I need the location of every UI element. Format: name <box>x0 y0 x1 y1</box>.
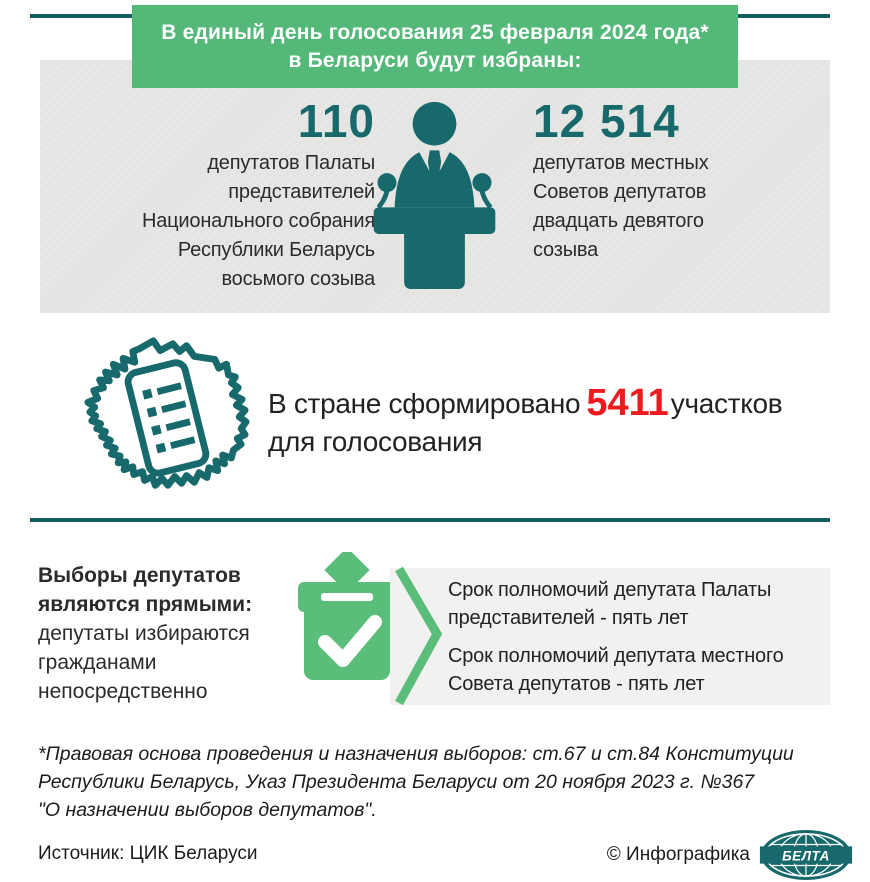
term-item-house: Срок полномочий депутата Палаты представ… <box>448 578 772 629</box>
direct-line2: гражданами <box>38 651 157 674</box>
precincts-statement: В стране сформировано 5411участков для го… <box>268 382 783 461</box>
local-deputies-stat: 12 514 депутатов местных Советов депутат… <box>533 96 793 265</box>
precincts-line1: В стране сформировано 5411участков <box>268 382 783 424</box>
footnote-line3: "О назначении выборов депутатов". <box>38 799 377 821</box>
header-line2: в Беларуси будут избраны: <box>288 48 582 72</box>
direct-line3: непосредственно <box>38 680 208 703</box>
precincts-text-before: В стране сформировано <box>268 388 581 419</box>
header-banner: В единый день голосования 25 февраля 202… <box>132 5 738 88</box>
elected-stats-panel: 110 депутатов Палаты представителей Наци… <box>40 60 830 313</box>
precincts-count: 5411 <box>586 382 669 424</box>
direct-line1: депутаты избираются <box>38 622 250 645</box>
ballot-box-check-icon <box>291 552 403 684</box>
term-lengths-panel: Срок полномочий депутата Палаты представ… <box>390 568 830 705</box>
chevron-right-icon <box>392 564 444 708</box>
footnote-line1: *Правовая основа проведения и назначения… <box>38 743 794 765</box>
house-deputies-stat: 110 депутатов Палаты представителей Наци… <box>75 96 375 294</box>
footer-credit-group: © Инфографика БЕЛТА <box>607 828 854 882</box>
source-label: Источник: ЦИК Беларуси <box>38 843 258 864</box>
belta-logo-text: БЕЛТА <box>782 848 830 863</box>
credit-label: © Инфографика <box>606 844 750 865</box>
house-deputies-description: депутатов Палаты представителей Национал… <box>142 152 375 290</box>
legal-footnote: *Правовая основа проведения и назначения… <box>38 740 794 824</box>
footnote-line2: Республики Беларусь, Указ Президента Бел… <box>38 771 755 793</box>
belta-globe-logo: БЕЛТА <box>758 828 854 882</box>
term-item-local: Срок полномочий депутата местного Совета… <box>448 644 784 695</box>
direct-bold-line2: являются прямыми: <box>38 593 253 616</box>
header-line1: В единый день голосования 25 февраля 202… <box>161 20 709 44</box>
local-deputies-count: 12 514 <box>533 95 680 147</box>
belarus-map-ballot-icon <box>78 333 254 497</box>
precincts-text-after: участков <box>670 388 783 419</box>
local-deputies-description: депутатов местных Советов депутатов двад… <box>533 152 709 261</box>
direct-elections-text: Выборы депутатов являются прямыми: депут… <box>38 561 308 706</box>
podium-speaker-icon <box>368 94 501 296</box>
precincts-line2: для голосования <box>268 426 483 457</box>
section-divider-line <box>30 518 830 522</box>
direct-bold-line1: Выборы депутатов <box>38 564 241 587</box>
house-deputies-count: 110 <box>297 95 375 147</box>
